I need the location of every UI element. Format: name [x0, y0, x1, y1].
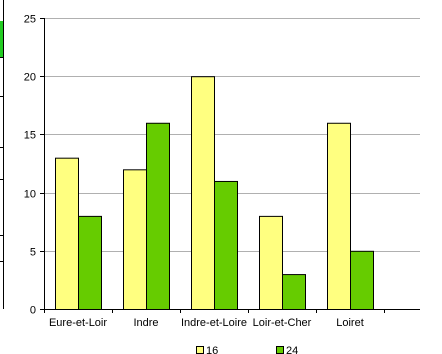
left-panel-tick [0, 235, 3, 236]
left-panel-tick [0, 96, 3, 97]
left-panel-tick [0, 57, 3, 58]
y-tick-label: 10 [24, 189, 36, 201]
bar-24-indre [146, 122, 170, 311]
bar-16-indre-et-loire [191, 76, 215, 310]
x-tick-label: Indre [133, 317, 158, 329]
left-panel-edge [0, 0, 4, 309]
legend-swatch [276, 346, 284, 354]
bar-16-loir-et-cher [259, 215, 283, 311]
y-tick-label: 20 [24, 72, 36, 84]
y-tick-label: 5 [30, 247, 36, 259]
left-panel-tick [0, 179, 3, 180]
y-tick-label: 25 [24, 14, 36, 26]
x-tick-label: Loiret [336, 317, 364, 329]
bar-16-loiret [327, 122, 351, 311]
bar-24-loir-et-cher [282, 274, 306, 310]
legend-label: 16 [206, 345, 218, 354]
y-tick-label: 15 [24, 130, 36, 142]
left-panel-tick [0, 147, 3, 148]
x-tick-label: Loir-et-Cher [253, 317, 312, 329]
left-panel-green-accent [0, 21, 3, 57]
legend-label: 24 [286, 345, 298, 354]
bar-16-indre [123, 169, 147, 310]
legend-swatch [196, 346, 204, 354]
bar-16-eure-et-loir [55, 157, 79, 310]
bar-24-loiret [350, 250, 374, 311]
y-tick-label: 0 [30, 305, 36, 317]
x-tick-label: Eure-et-Loir [49, 317, 107, 329]
bar-24-indre-et-loire [214, 180, 238, 310]
left-panel-tick [0, 261, 3, 262]
bar-24-eure-et-loir [78, 215, 102, 311]
x-tick-label: Indre-et-Loire [181, 317, 247, 329]
